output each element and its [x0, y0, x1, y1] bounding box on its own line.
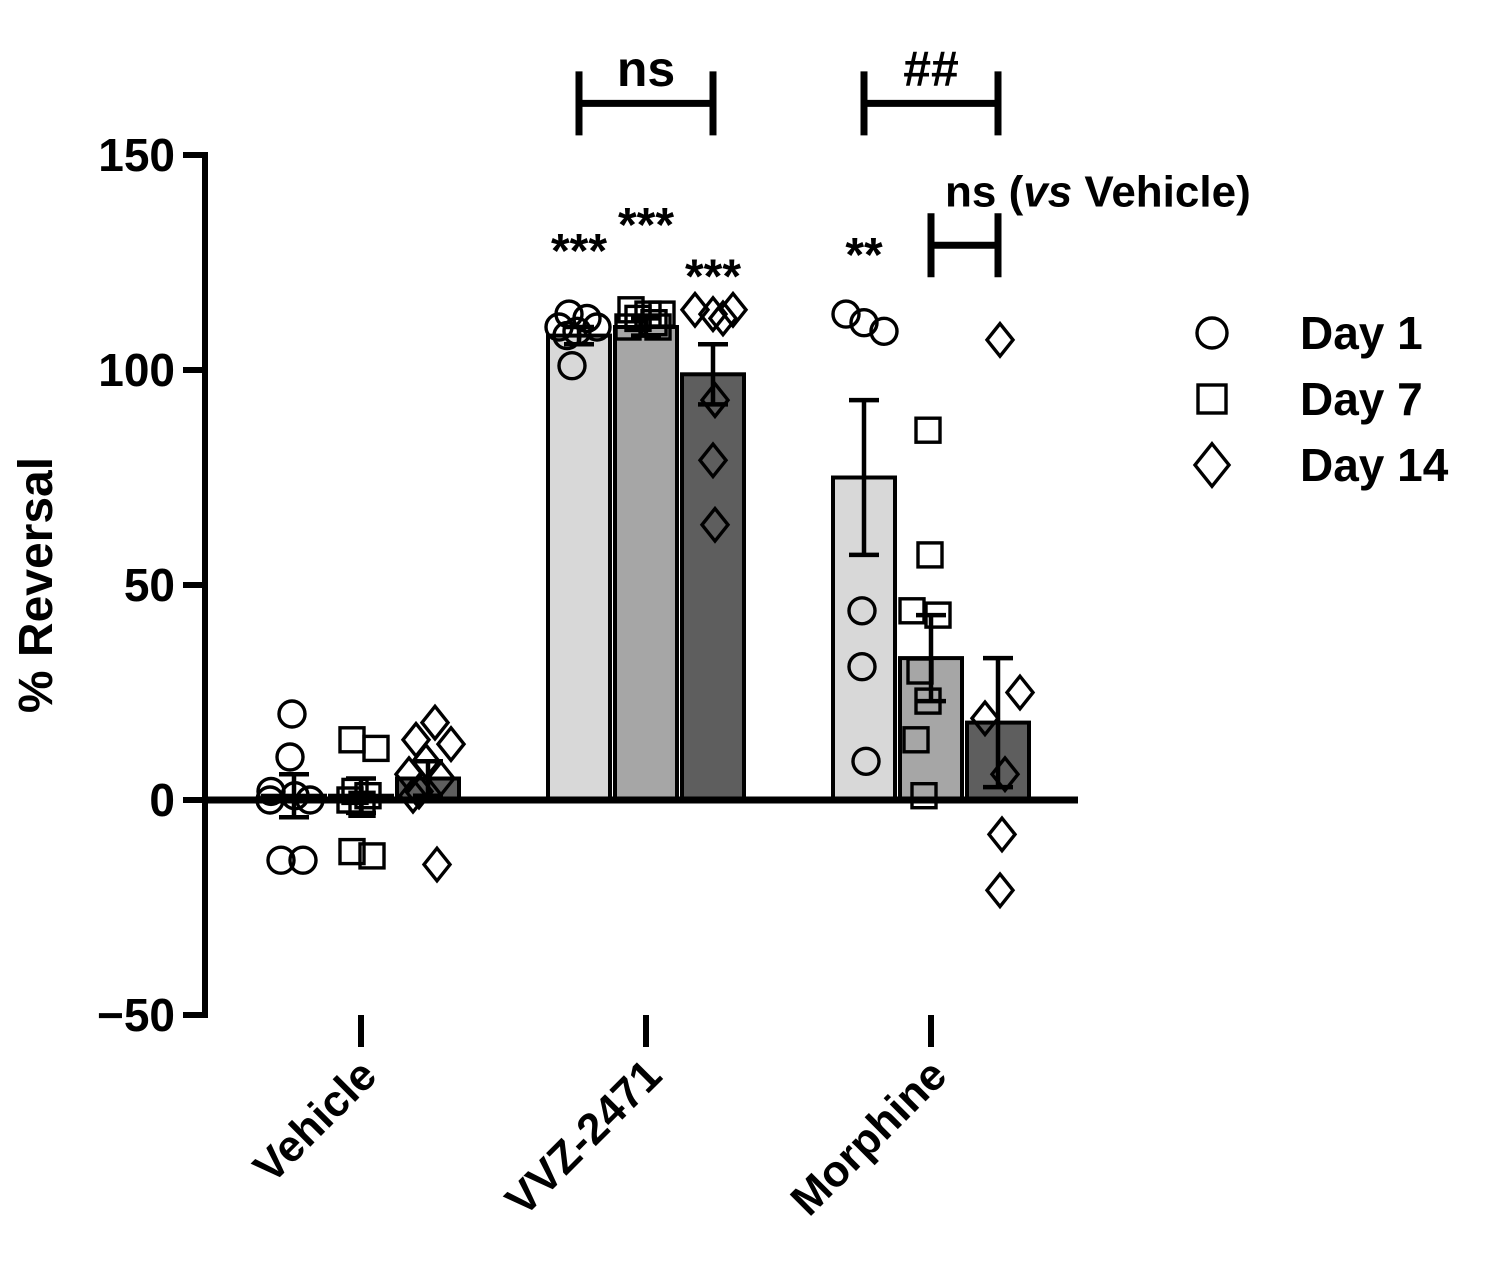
x-category-label: Vehicle	[244, 1050, 386, 1192]
scatter-point-square	[924, 601, 952, 629]
scatter-point-diamond	[984, 320, 1016, 359]
scatter-point-diamond	[697, 441, 729, 480]
scatter-point-circle	[847, 652, 877, 682]
y-tick-label: 0	[149, 774, 175, 826]
scatter-point-circle	[849, 308, 879, 338]
scatter-point-diamond	[403, 772, 435, 811]
bracket-label: ##	[903, 41, 959, 97]
scatter-point-diamond	[969, 699, 1001, 738]
scatter-point-square	[362, 734, 390, 763]
scatter-point-square	[624, 304, 652, 333]
scatter-point-square	[910, 782, 938, 810]
scatter-point-circle	[831, 299, 861, 329]
legend-marker-circle	[1195, 316, 1229, 350]
legend-label: Day 7	[1300, 373, 1423, 425]
scatter-point-square	[898, 597, 926, 625]
bar	[613, 325, 679, 802]
scatter-point-diamond	[699, 505, 731, 544]
scatter-point-diamond	[699, 381, 731, 420]
significance-star: **	[845, 229, 883, 282]
bracket-label: ns	[617, 41, 675, 97]
scatter-point-diamond	[421, 845, 453, 884]
scatter-point-diamond	[435, 725, 467, 764]
scatter-point-diamond	[419, 703, 451, 742]
scatter-point-square	[338, 726, 366, 754]
scatter-point-circle	[582, 312, 612, 342]
legend-marker-square	[1196, 383, 1228, 415]
scatter-point-diamond	[986, 815, 1018, 854]
significance-star: ***	[685, 251, 741, 304]
y-tick-label: 150	[98, 129, 175, 181]
scatter-point-square	[906, 657, 934, 685]
y-tick-label: 100	[98, 344, 175, 396]
scatter-point-circle	[552, 320, 582, 351]
scatter-point-diamond	[984, 871, 1016, 910]
scatter-point-square	[914, 416, 942, 444]
scatter-point-circle	[275, 742, 305, 772]
bracket-label-segment: ns (	[945, 168, 1024, 217]
scatter-point-square	[902, 726, 930, 754]
scatter-point-circle	[557, 351, 587, 381]
scatter-point-circle	[277, 699, 307, 729]
significance-bracket	[575, 71, 717, 136]
legend-label: Day 14	[1300, 439, 1449, 491]
x-category-label: Morphine	[781, 1050, 956, 1225]
scatter-point-diamond	[425, 759, 457, 798]
scatter-point-diamond	[707, 299, 739, 338]
legend-label: Day 1	[1300, 307, 1423, 359]
scatter-point-circle	[255, 785, 285, 815]
scatter-point-square	[644, 313, 672, 341]
bracket-label-segment: vs	[1023, 168, 1072, 217]
scatter-point-square	[348, 790, 376, 818]
scatter-point-diamond	[989, 755, 1021, 794]
significance-bracket	[860, 71, 1002, 136]
bracket-label-segment: Vehicle)	[1072, 168, 1251, 217]
scatter-point-circle	[288, 845, 318, 875]
scatter-point-circle	[544, 312, 574, 342]
bracket-label-segment: ##	[903, 41, 959, 97]
scatter-point-diamond	[679, 290, 711, 329]
x-category-label: VVZ-2471	[496, 1050, 671, 1225]
y-axis-title: % Reversal	[10, 457, 63, 713]
significance-star: ***	[551, 225, 607, 278]
scatter-point-square	[916, 541, 944, 569]
legend-marker-diamond	[1192, 441, 1232, 489]
bracket-label: ns (vs Vehicle)	[945, 168, 1251, 217]
scatter-point-circle	[295, 785, 325, 815]
scatter-point-diamond	[397, 776, 429, 815]
scatter-point-circle	[847, 596, 877, 626]
scatter-point-square	[358, 842, 386, 870]
scatter-point-square	[338, 837, 366, 866]
scatter-point-circle	[851, 746, 881, 776]
scatter-point-diamond	[1004, 673, 1036, 712]
scatter-point-square	[640, 309, 668, 337]
y-tick-label: 50	[124, 559, 175, 611]
bar	[546, 333, 612, 802]
scatter-point-square	[614, 313, 642, 341]
scatter-point-square	[354, 782, 382, 810]
scatter-point-circle	[869, 316, 899, 346]
scatter-point-circle	[266, 845, 296, 875]
scatter-point-diamond	[410, 742, 442, 781]
y-tick-label: −50	[97, 989, 175, 1041]
significance-star: ***	[618, 199, 674, 252]
scatter-point-square	[914, 687, 942, 715]
bracket-label-segment: ns	[617, 41, 675, 97]
scatter-point-diamond	[393, 755, 425, 794]
bar	[680, 372, 746, 802]
significance-bracket	[927, 213, 1002, 278]
